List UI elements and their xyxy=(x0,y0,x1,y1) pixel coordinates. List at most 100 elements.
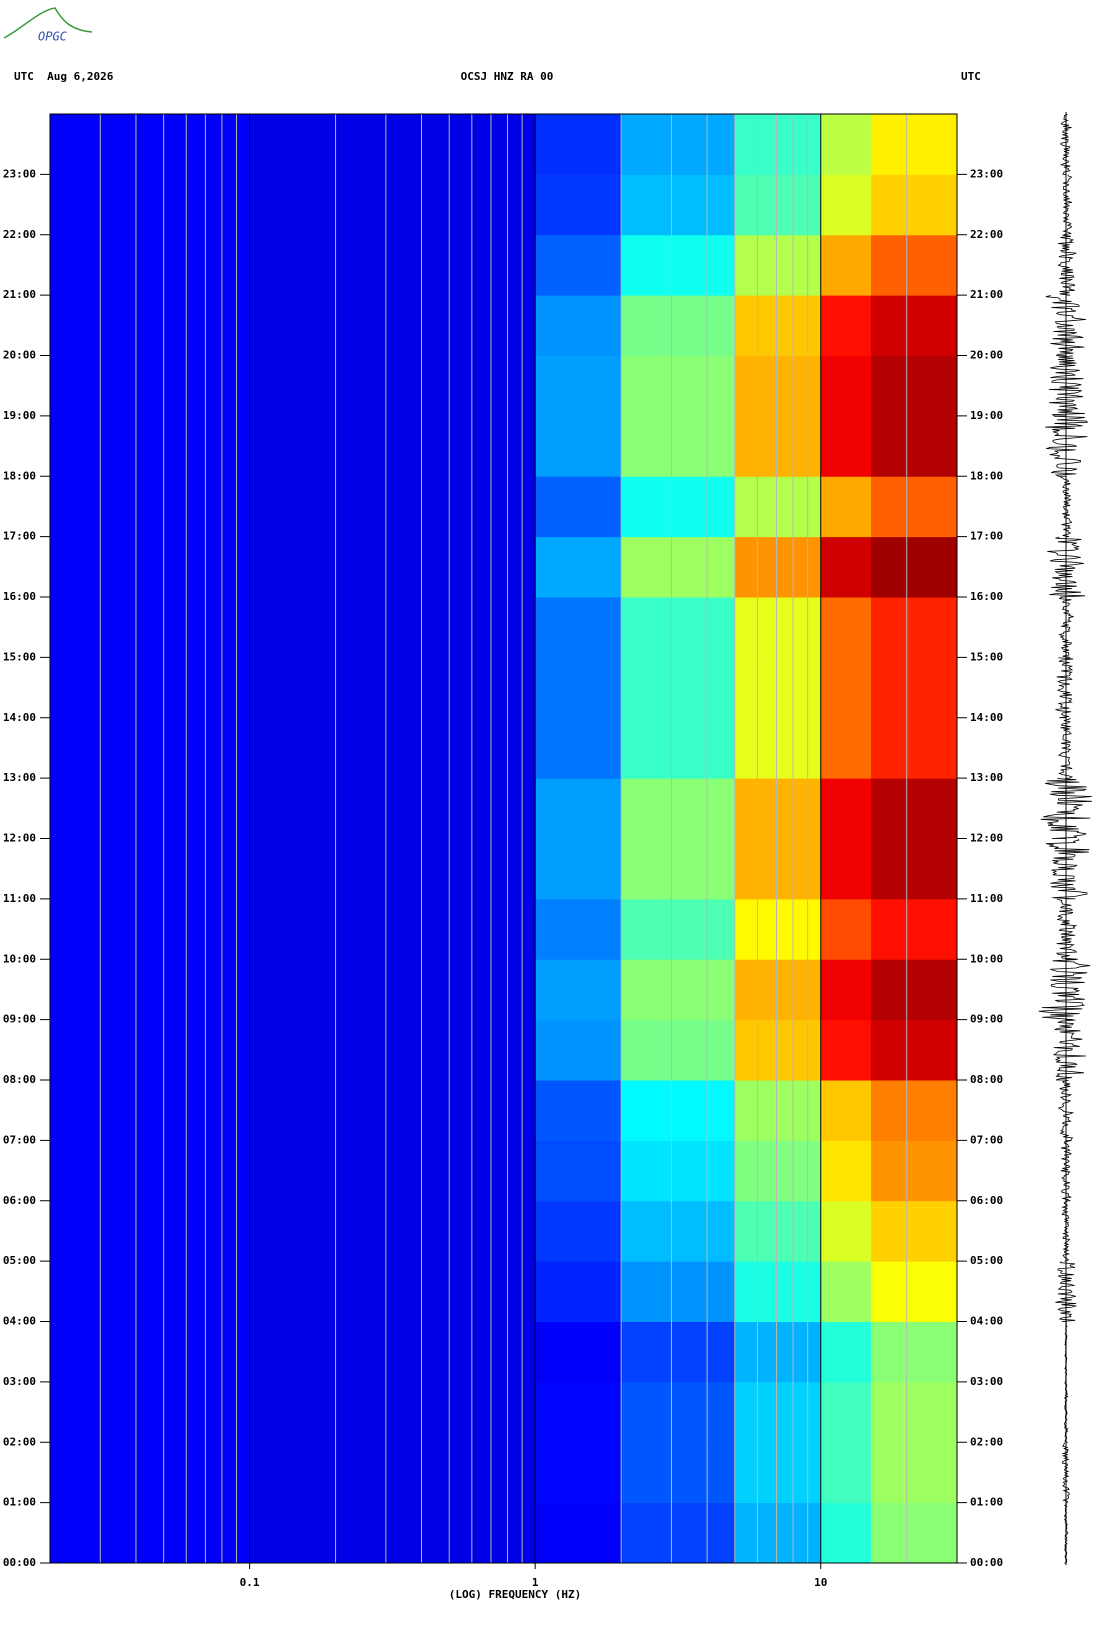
spectrogram-cell xyxy=(871,415,958,477)
trace-segment xyxy=(1045,838,1090,900)
spectrogram-cell xyxy=(249,174,536,236)
spectrogram-cell xyxy=(50,657,251,719)
spectrogram-cell xyxy=(249,597,536,658)
y-tick-label-right: 02:00 xyxy=(970,1435,1003,1448)
spectrogram-cell xyxy=(621,1019,736,1081)
y-tick-label: 11:00 xyxy=(3,892,36,905)
spectrogram-cell xyxy=(734,657,822,719)
spectrogram-cell xyxy=(249,778,536,839)
y-tick-label-right: 07:00 xyxy=(970,1133,1003,1146)
spectrogram-cell xyxy=(734,1442,822,1504)
spectrogram-cell xyxy=(621,1502,736,1564)
spectrogram-cell xyxy=(535,1261,622,1322)
spectrogram-cell xyxy=(50,234,251,296)
spectrogram-cell xyxy=(621,778,736,839)
y-tick-label: 07:00 xyxy=(3,1133,36,1146)
spectrogram-cell xyxy=(249,1080,536,1141)
spectrogram-cell xyxy=(535,1200,622,1262)
spectrogram-cell xyxy=(734,1019,822,1081)
spectrogram-cell xyxy=(249,717,536,779)
spectrogram-cell xyxy=(734,838,822,900)
spectrogram-cell xyxy=(249,1019,536,1081)
y-tick-label: 13:00 xyxy=(3,771,36,784)
spectrogram-cell xyxy=(535,415,622,477)
spectrogram-cell xyxy=(820,234,872,296)
trace-segment xyxy=(1054,657,1074,719)
y-tick-label: 06:00 xyxy=(3,1194,36,1207)
y-tick-label: 00:00 xyxy=(3,1556,36,1569)
spectrogram-cell xyxy=(621,657,736,719)
spectrogram-cell xyxy=(820,597,872,658)
spectrogram-cell xyxy=(535,1080,622,1141)
spectrogram-cell xyxy=(50,174,251,236)
spectrogram-cell xyxy=(249,657,536,719)
trace-segment xyxy=(1055,1261,1077,1322)
trace-segment xyxy=(1064,1321,1068,1383)
trace-segment xyxy=(1053,1019,1086,1081)
y-tick-label-right: 22:00 xyxy=(970,228,1003,241)
spectrogram-cell xyxy=(50,778,251,839)
spectrogram-cell xyxy=(50,355,251,417)
spectrogram-cell xyxy=(621,838,736,900)
spectrogram-cell xyxy=(535,898,622,960)
spectrogram-cell xyxy=(535,1321,622,1383)
spectrogram-cell xyxy=(820,1140,872,1202)
spectrogram-cell xyxy=(249,1140,536,1202)
spectrogram-cell xyxy=(734,1140,822,1202)
trace-segment xyxy=(1045,295,1086,356)
y-tick-label-right: 03:00 xyxy=(970,1375,1003,1388)
spectrogram-cell xyxy=(249,838,536,900)
spectrogram-cell xyxy=(820,1442,872,1504)
spectrogram-cell xyxy=(734,174,822,236)
trace-segment xyxy=(1045,415,1089,477)
y-tick-label: 15:00 xyxy=(3,650,36,663)
spectrogram-cell xyxy=(249,415,536,477)
spectrogram-cell xyxy=(871,959,958,1021)
spectrogram-cell xyxy=(535,597,622,658)
y-tick-label: 17:00 xyxy=(3,530,36,543)
trace-segment xyxy=(1064,1381,1069,1443)
trace-segment xyxy=(1059,114,1072,175)
spectrogram-cell xyxy=(820,1321,872,1383)
spectrogram-cell xyxy=(871,1200,958,1262)
spectrogram-cell xyxy=(820,355,872,417)
trace-segment xyxy=(1060,1140,1073,1202)
y-tick-label: 21:00 xyxy=(3,288,36,301)
spectrogram-cell xyxy=(820,1502,872,1564)
spectrogram-cell xyxy=(820,959,872,1021)
spectrogram-cell xyxy=(50,1080,251,1141)
x-tick-label: 1 xyxy=(532,1576,539,1589)
trace-segment xyxy=(1047,536,1086,598)
spectrogram-cell xyxy=(820,778,872,839)
spectrogram-cell xyxy=(249,1381,536,1443)
spectrogram-cell xyxy=(50,959,251,1021)
spectrogram-cell xyxy=(871,1080,958,1141)
spectrogram-cell xyxy=(249,295,536,356)
y-tick-label-right: 20:00 xyxy=(970,349,1003,362)
spectrogram-cell xyxy=(249,1321,536,1383)
spectrogram-cell xyxy=(871,657,958,719)
trace-segment xyxy=(1048,355,1085,417)
y-tick-label: 23:00 xyxy=(3,167,36,180)
y-tick-label: 14:00 xyxy=(3,711,36,724)
y-tick-label-right: 17:00 xyxy=(970,530,1003,543)
y-tick-label: 10:00 xyxy=(3,952,36,965)
spectrogram-cell xyxy=(734,778,822,839)
spectrogram-cell xyxy=(621,1200,736,1262)
spectrogram-cell xyxy=(535,959,622,1021)
spectrogram-cell xyxy=(50,838,251,900)
spectrogram-cell xyxy=(734,1321,822,1383)
y-tick-label-right: 14:00 xyxy=(970,711,1003,724)
spectrogram-cell xyxy=(535,1140,622,1202)
y-tick-label: 18:00 xyxy=(3,469,36,482)
spectrogram-cell xyxy=(734,415,822,477)
spectrogram-cell xyxy=(249,1200,536,1262)
logo-swoosh xyxy=(3,7,93,39)
spectrogram-cell xyxy=(621,717,736,779)
trace-segment xyxy=(1059,476,1073,538)
chart-title: OCSJ HNZ RA 00 xyxy=(461,70,554,83)
spectrogram-cell xyxy=(535,1502,622,1564)
spectrogram-cell xyxy=(871,838,958,900)
spectrogram-cell xyxy=(50,1381,251,1443)
